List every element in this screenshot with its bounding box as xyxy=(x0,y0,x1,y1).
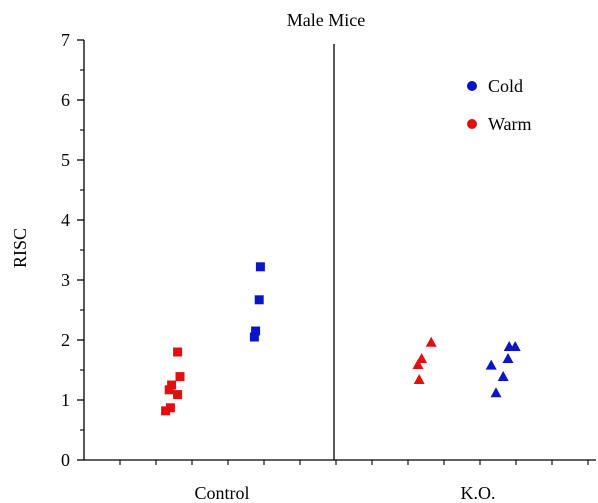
y-tick-label: 6 xyxy=(61,90,70,110)
data-point xyxy=(167,380,177,390)
data-point xyxy=(485,359,497,370)
y-tick-label: 1 xyxy=(61,390,70,410)
data-point xyxy=(173,390,183,400)
data-point xyxy=(249,332,259,342)
data-point xyxy=(255,262,265,272)
data-point xyxy=(416,353,428,363)
y-tick-label: 5 xyxy=(61,150,70,170)
data-point xyxy=(497,371,509,381)
y-ticks: 0 1 2 3 4 5 6 7 xyxy=(61,30,84,470)
chart-title: Male Mice xyxy=(287,10,365,30)
data-point xyxy=(164,385,174,395)
data-point xyxy=(502,353,514,363)
data-point xyxy=(413,374,425,384)
y-tick-label: 7 xyxy=(61,30,70,50)
x-category-label: Control xyxy=(194,483,249,503)
data-point xyxy=(165,403,175,413)
data-point xyxy=(425,336,437,347)
legend-label: Warm xyxy=(488,114,532,134)
legend: Cold Warm xyxy=(467,76,532,134)
legend-label: Cold xyxy=(488,76,523,96)
legend-marker xyxy=(467,81,477,91)
data-point xyxy=(412,359,424,369)
y-tick-label: 4 xyxy=(61,210,70,230)
x-categories: Control K.O. xyxy=(194,483,495,503)
data-point xyxy=(509,341,521,351)
data-point xyxy=(254,295,264,305)
data-point xyxy=(173,347,183,357)
axes xyxy=(83,40,596,465)
legend-marker xyxy=(467,119,477,129)
x-category-label: K.O. xyxy=(461,483,496,503)
data-point xyxy=(175,372,185,382)
data-points xyxy=(161,262,521,416)
data-point xyxy=(490,387,502,398)
y-tick-label: 0 xyxy=(61,450,70,470)
data-point xyxy=(161,406,171,416)
data-point xyxy=(251,326,261,336)
y-axis-label: RISC xyxy=(10,228,30,268)
y-tick-label: 3 xyxy=(61,270,70,290)
y-tick-label: 2 xyxy=(61,330,70,350)
